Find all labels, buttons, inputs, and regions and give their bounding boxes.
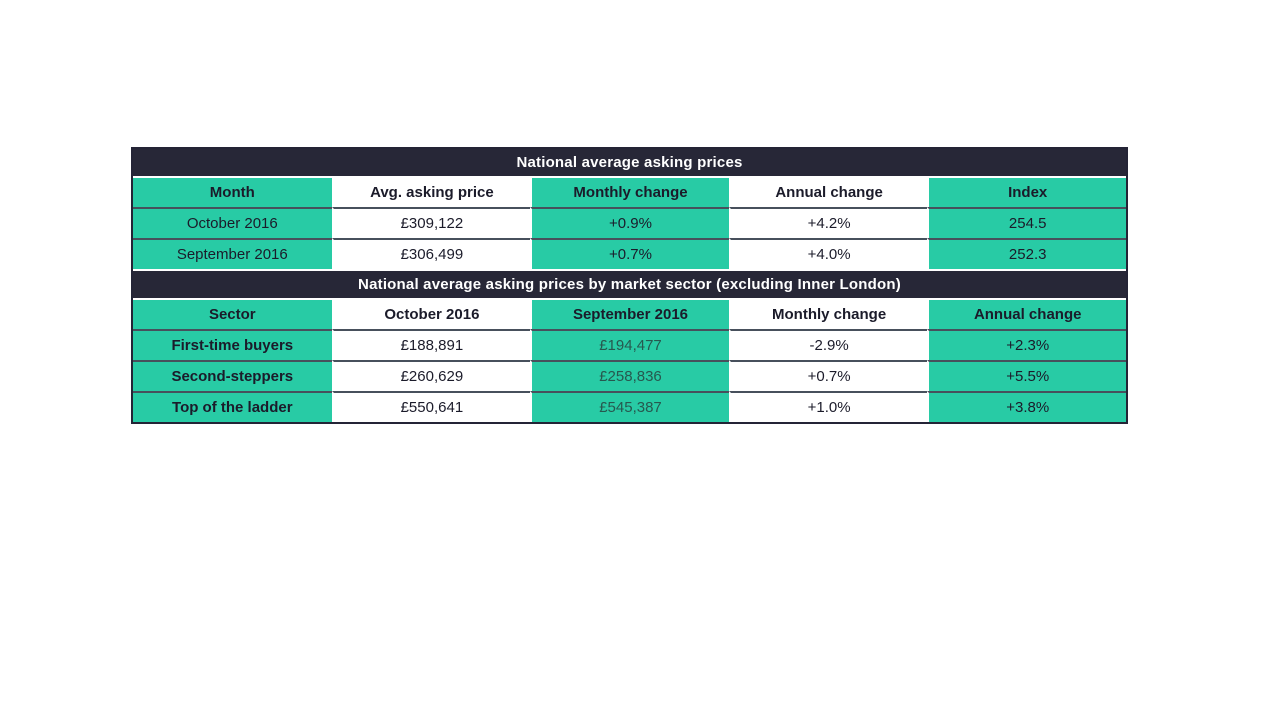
table2-col-annual-change: Annual change: [927, 298, 1126, 329]
t1-september-index: 252.3: [927, 238, 1126, 269]
table2-col-september-2016: September 2016: [530, 298, 729, 329]
t2-top-of-ladder-oct-price: £550,641: [331, 391, 531, 422]
table2-col-sector: Sector: [133, 298, 332, 329]
t1-september-monthly-change: +0.7%: [530, 238, 729, 269]
table1-col-annual-change: Annual change: [728, 176, 928, 207]
t2-second-steppers-annual-change: +5.5%: [927, 360, 1126, 391]
t1-october-annual-change: +4.2%: [728, 207, 928, 238]
t1-october-monthly-change: +0.9%: [530, 207, 729, 238]
table1-col-index: Index: [927, 176, 1126, 207]
t2-top-of-ladder-annual-change: +3.8%: [927, 391, 1126, 422]
t1-september-month: September 2016: [133, 238, 332, 269]
t2-first-time-buyers-sector: First-time buyers: [133, 329, 332, 360]
t1-october-index: 254.5: [927, 207, 1126, 238]
t2-second-steppers-monthly-change: +0.7%: [728, 360, 928, 391]
t2-first-time-buyers-sep-price: £194,477: [530, 329, 729, 360]
asking-prices-tables: National average asking prices Month Avg…: [131, 147, 1128, 424]
t1-september-avg-price: £306,499: [331, 238, 531, 269]
t2-second-steppers-sector: Second-steppers: [133, 360, 332, 391]
t1-october-avg-price: £309,122: [331, 207, 531, 238]
t2-top-of-ladder-sector: Top of the ladder: [133, 391, 332, 422]
t1-september-annual-change: +4.0%: [728, 238, 928, 269]
t2-second-steppers-oct-price: £260,629: [331, 360, 531, 391]
t1-october-month: October 2016: [133, 207, 332, 238]
table2-col-october-2016: October 2016: [331, 298, 531, 329]
t2-first-time-buyers-monthly-change: -2.9%: [728, 329, 928, 360]
table2-col-monthly-change: Monthly change: [728, 298, 928, 329]
t2-top-of-ladder-monthly-change: +1.0%: [728, 391, 928, 422]
t2-first-time-buyers-oct-price: £188,891: [331, 329, 531, 360]
table1-col-monthly-change: Monthly change: [530, 176, 729, 207]
t2-first-time-buyers-annual-change: +2.3%: [927, 329, 1126, 360]
table1-col-avg-asking-price: Avg. asking price: [331, 176, 531, 207]
t2-top-of-ladder-sep-price: £545,387: [530, 391, 729, 422]
t2-second-steppers-sep-price: £258,836: [530, 360, 729, 391]
table2-title: National average asking prices by market…: [133, 269, 1126, 298]
table1-col-month: Month: [133, 176, 332, 207]
table1-title: National average asking prices: [133, 149, 1126, 176]
